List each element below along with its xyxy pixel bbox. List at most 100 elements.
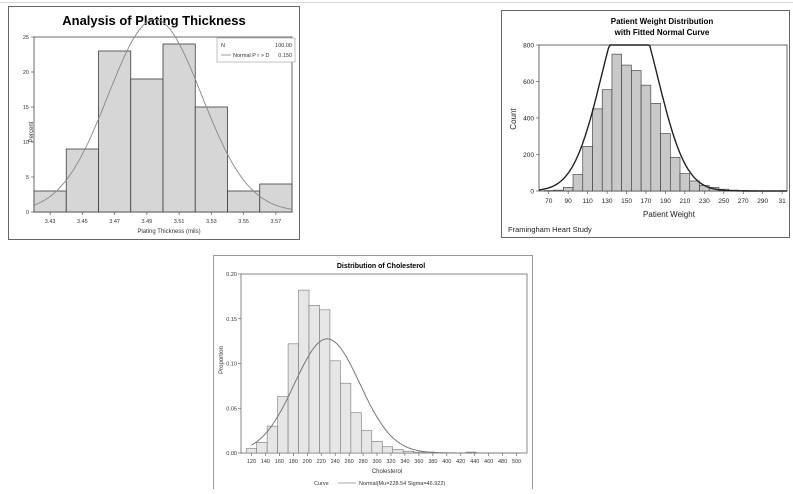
histogram-bar: [372, 441, 382, 453]
legend: N 100.00 Normal P r > D 0.150: [217, 38, 295, 62]
chart-title: Analysis of Plating Thickness: [62, 13, 246, 28]
y-tick-label: 400: [523, 116, 534, 123]
legend-header-label: N: [221, 43, 225, 49]
x-tick-label: 300: [372, 459, 381, 465]
x-tick-label: 190: [660, 198, 671, 205]
x-tick-label: 400: [442, 459, 451, 465]
histogram-bar: [288, 344, 298, 453]
histogram-bar: [631, 71, 641, 191]
x-tick-label: 460: [484, 459, 493, 465]
histogram-bar: [319, 310, 329, 453]
histogram-bar: [131, 79, 163, 212]
x-tick-label: 130: [602, 198, 613, 205]
histogram-bar: [66, 149, 98, 212]
histogram-bar: [330, 361, 340, 453]
x-tick-label: 220: [317, 459, 326, 465]
x-tick-label: 90: [565, 198, 573, 205]
histogram-bar: [554, 190, 564, 191]
histogram-bar: [382, 447, 392, 453]
x-tick-label: 3.57: [271, 219, 282, 225]
x-tick-label: 3.43: [45, 219, 56, 225]
x-tick-label: 380: [428, 459, 437, 465]
histogram-bar: [228, 191, 260, 212]
x-tick-label: 150: [621, 198, 632, 205]
y-tick-label: 0: [530, 189, 534, 196]
histogram-bar: [680, 174, 690, 191]
histogram-bar: [309, 305, 319, 453]
histogram-bar: [602, 90, 612, 191]
y-tick-label: 200: [523, 152, 534, 159]
histogram-bar: [257, 442, 267, 453]
x-tick-label: 160: [275, 459, 284, 465]
y-tick-label: 10: [23, 140, 29, 146]
histogram-bar: [361, 431, 371, 453]
histogram-bar: [612, 54, 622, 191]
x-tick-label: 500: [512, 459, 521, 465]
legend-entry: Normal(Mu=228.54 Sigma=46.922): [359, 481, 445, 487]
histogram-bar: [670, 157, 680, 191]
x-tick-label: 290: [757, 198, 768, 205]
x-axis-label: Patient Weight: [643, 210, 696, 219]
x-tick-label: 280: [358, 459, 367, 465]
histogram-bar: [34, 191, 66, 212]
patient-weight-histogram: Patient Weight Distribution with Fitted …: [502, 11, 789, 237]
legend-label: Curve: [314, 481, 329, 487]
page-divider: [0, 2, 793, 3]
x-tick-label: 180: [289, 459, 298, 465]
y-tick-label: 0: [26, 210, 29, 216]
x-tick-label: 170: [641, 198, 652, 205]
histogram-bar: [340, 383, 350, 453]
chart-patient-weight: Patient Weight Distribution with Fitted …: [501, 10, 790, 238]
x-tick-label: 3.51: [174, 219, 185, 225]
x-tick-label: 360: [414, 459, 423, 465]
legend-curve-value: 0.150: [278, 53, 292, 59]
x-tick-label: 480: [498, 459, 507, 465]
x-tick-label: 31: [779, 198, 787, 205]
histogram-bar: [651, 103, 661, 191]
x-tick-label: 120: [247, 459, 256, 465]
chart-title-line-1: Patient Weight Distribution: [611, 17, 714, 26]
histogram-bar: [622, 65, 632, 191]
x-tick-label: 260: [345, 459, 354, 465]
footnote: Framingham Heart Study: [508, 225, 592, 234]
x-tick-label: 3.53: [206, 219, 217, 225]
plating-thickness-histogram: Analysis of Plating Thickness Percent Pl…: [9, 7, 299, 239]
x-tick-label: 140: [261, 459, 270, 465]
histogram-bar: [278, 397, 288, 453]
x-tick-label: 270: [738, 198, 749, 205]
legend: Curve Normal(Mu=228.54 Sigma=46.922): [314, 481, 445, 487]
x-tick-label: 3.49: [142, 219, 153, 225]
chart-title-line-2: with Fitted Normal Curve: [614, 28, 710, 37]
y-tick-label: 5: [26, 175, 29, 181]
histogram-bar: [260, 184, 292, 212]
y-tick-label: 0.10: [226, 362, 237, 368]
y-tick-label: 20: [23, 70, 29, 76]
x-tick-label: 110: [582, 198, 593, 205]
histogram-bar: [163, 44, 195, 212]
histogram-bar: [661, 134, 671, 191]
x-tick-label: 440: [470, 459, 479, 465]
y-tick-label: 0.15: [226, 317, 237, 323]
x-tick-label: 230: [699, 198, 710, 205]
x-tick-label: 3.55: [238, 219, 249, 225]
histogram-bar: [414, 452, 424, 453]
y-tick-label: 15: [23, 105, 29, 111]
x-tick-label: 210: [679, 198, 690, 205]
x-tick-label: 3.47: [109, 219, 120, 225]
histogram-bar: [195, 107, 227, 212]
histogram-bar: [592, 109, 602, 191]
y-tick-label: 800: [523, 43, 534, 50]
histogram-bar: [563, 187, 573, 191]
cholesterol-histogram: Distribution of Cholesterol Proportion C…: [214, 256, 532, 489]
x-tick-label: 70: [545, 198, 553, 205]
chart-cholesterol: Distribution of Cholesterol Proportion C…: [213, 255, 533, 489]
y-tick-label: 0.05: [226, 406, 237, 412]
y-axis-label: Count: [509, 108, 518, 130]
x-tick-label: 250: [718, 198, 729, 205]
y-tick-label: 25: [23, 35, 29, 41]
histogram-bar: [573, 175, 583, 191]
chart-plating-thickness: Analysis of Plating Thickness Percent Pl…: [8, 6, 300, 240]
y-tick-label: 0.00: [226, 451, 237, 457]
legend-header-value: 100.00: [275, 43, 292, 49]
x-tick-label: 320: [386, 459, 395, 465]
